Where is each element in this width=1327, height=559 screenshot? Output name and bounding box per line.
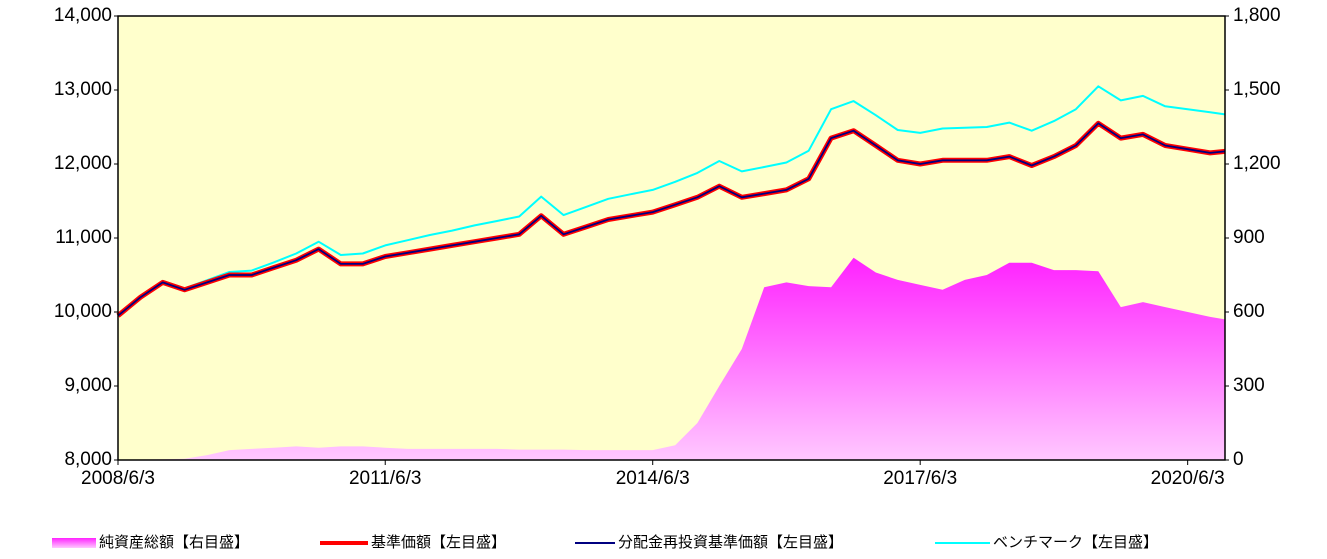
legend-label: ベンチマーク【左目盛】 <box>993 534 1158 551</box>
y-tick-label: 14,000 <box>54 5 112 26</box>
area-series <box>118 257 1225 460</box>
legend-swatch <box>52 538 96 548</box>
legend-label: 基準価額【左目盛】 <box>371 534 506 551</box>
y2-tick-label: 1,500 <box>1233 79 1281 100</box>
y-tick-label: 13,000 <box>54 79 112 100</box>
y2-tick-label: 300 <box>1233 375 1265 396</box>
y-tick-label: 8,000 <box>64 449 112 470</box>
y-tick-label: 9,000 <box>64 375 112 396</box>
y-tick-label: 10,000 <box>54 301 112 322</box>
marks <box>116 85 1226 460</box>
y-tick-label: 12,000 <box>54 153 112 174</box>
x-tick-label: 2011/6/3 <box>349 468 422 489</box>
x-tick-label: 2008/6/3 <box>81 468 155 489</box>
y2-tick-label: 1,800 <box>1233 5 1281 26</box>
line-series <box>117 122 1226 317</box>
legend-label: 純資産総額【右目盛】 <box>99 534 249 551</box>
x-tick-label: 2014/6/3 <box>616 468 690 489</box>
legend-label: 分配金再投資基準価額【左目盛】 <box>618 534 843 551</box>
y2-tick-label: 900 <box>1233 227 1265 248</box>
x-tick-label: 2020/6/3 <box>1151 468 1225 489</box>
y2-tick-label: 600 <box>1233 301 1265 322</box>
y-tick-label: 11,000 <box>55 227 112 248</box>
y2-tick-label: 0 <box>1233 449 1244 470</box>
y2-tick-label: 1,200 <box>1233 153 1281 174</box>
line-series <box>117 85 1226 316</box>
x-tick-label: 2017/6/3 <box>883 468 957 489</box>
